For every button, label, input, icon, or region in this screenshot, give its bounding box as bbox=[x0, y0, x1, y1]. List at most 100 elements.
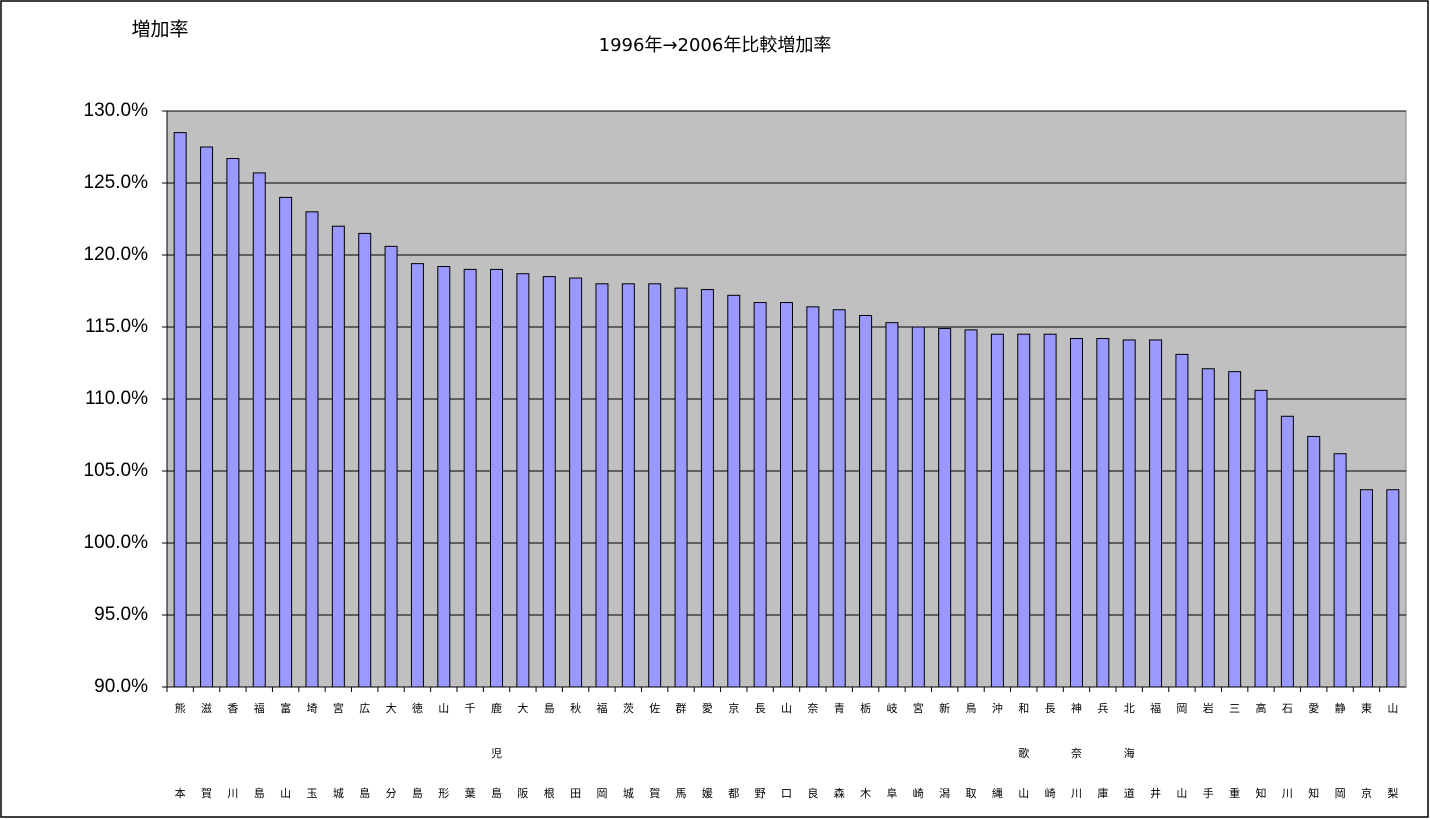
x-tick-label: 徳島 bbox=[412, 702, 423, 800]
bar bbox=[1386, 489, 1400, 688]
bar bbox=[780, 302, 793, 688]
x-tick-label: 岩手 bbox=[1203, 701, 1214, 800]
bar bbox=[832, 309, 846, 688]
x-tick-label: 福島 bbox=[254, 701, 265, 800]
bar bbox=[1280, 415, 1294, 688]
bar bbox=[727, 294, 741, 688]
x-tick-label: 愛媛 bbox=[702, 702, 713, 800]
bar bbox=[358, 232, 372, 688]
bar bbox=[490, 268, 504, 688]
x-tick-label: 兵庫 bbox=[1097, 702, 1108, 800]
bar bbox=[305, 211, 319, 688]
bar bbox=[753, 302, 767, 688]
y-axis-title: 増加率 bbox=[131, 19, 188, 41]
bar bbox=[1069, 338, 1083, 688]
x-tick-label: 大阪 bbox=[517, 701, 528, 800]
bar bbox=[911, 326, 925, 688]
bar bbox=[806, 306, 820, 688]
y-tick-label: 110.0% bbox=[85, 388, 148, 409]
x-tick-label: 山形 bbox=[438, 702, 449, 800]
bar bbox=[1043, 333, 1057, 688]
bar bbox=[648, 283, 662, 688]
bar bbox=[990, 333, 1004, 688]
bar bbox=[226, 158, 240, 688]
bar bbox=[200, 146, 214, 688]
x-tick-label: 鹿児島 bbox=[491, 701, 502, 800]
x-tick-label: 鳥取 bbox=[966, 701, 977, 800]
bar bbox=[595, 283, 609, 688]
bar bbox=[700, 289, 714, 688]
bar bbox=[542, 276, 556, 688]
bar bbox=[437, 266, 451, 688]
x-tick-label: 佐賀 bbox=[649, 701, 660, 800]
bar bbox=[885, 322, 899, 688]
x-tick-label: 山口 bbox=[781, 702, 792, 800]
x-tick-label: 新潟 bbox=[939, 701, 950, 800]
bar bbox=[1254, 389, 1268, 688]
x-tick-label: 茨城 bbox=[623, 701, 634, 800]
x-tick-label: 京都 bbox=[728, 701, 739, 800]
y-tick-label: 100.0% bbox=[84, 532, 149, 553]
x-tick-label: 和歌山 bbox=[1018, 702, 1029, 800]
x-tick-label: 香川 bbox=[227, 702, 238, 800]
y-tick-label: 125.0% bbox=[84, 172, 149, 193]
x-tick-label: 広島 bbox=[359, 702, 370, 800]
x-tick-label: 島根 bbox=[544, 701, 555, 800]
x-tick-label: 長崎 bbox=[1045, 702, 1056, 800]
x-tick-label: 高知 bbox=[1256, 701, 1267, 800]
bar bbox=[1096, 338, 1110, 688]
x-tick-label: 愛知 bbox=[1308, 702, 1319, 800]
x-tick-label: 東京 bbox=[1361, 702, 1372, 800]
bar bbox=[674, 287, 688, 688]
x-tick-label: 群馬 bbox=[676, 701, 687, 800]
x-tick-label: 千葉 bbox=[465, 702, 476, 800]
x-tick-label: 山梨 bbox=[1387, 702, 1398, 800]
bar bbox=[331, 225, 345, 688]
x-tick-label: 大分 bbox=[386, 701, 397, 800]
y-tick-label: 115.0% bbox=[85, 316, 148, 337]
bar bbox=[252, 172, 266, 688]
bar bbox=[1307, 435, 1321, 688]
bar bbox=[1201, 368, 1215, 688]
x-tick-label: 静岡 bbox=[1335, 701, 1346, 800]
bar bbox=[463, 268, 477, 688]
y-tick-label: 95.0% bbox=[94, 604, 148, 625]
x-tick-label: 神奈川 bbox=[1071, 701, 1082, 800]
bar bbox=[1175, 353, 1189, 688]
bar bbox=[410, 263, 424, 688]
x-tick-label: 宮城 bbox=[333, 701, 344, 800]
x-tick-label: 秋田 bbox=[570, 701, 581, 800]
x-tick-label: 埼玉 bbox=[306, 701, 317, 800]
bar bbox=[384, 245, 398, 688]
bar bbox=[1149, 339, 1163, 688]
x-tick-label: 栃木 bbox=[860, 701, 871, 800]
x-tick-label: 宮崎 bbox=[913, 701, 924, 800]
x-tick-label: 三重 bbox=[1229, 702, 1240, 800]
x-tick-label: 奈良 bbox=[807, 701, 818, 800]
x-tick-label: 長野 bbox=[755, 702, 766, 800]
bar bbox=[1359, 489, 1373, 688]
x-tick-label: 岡山 bbox=[1176, 702, 1187, 800]
chart-title: 1996年→2006年比較増加率 bbox=[599, 35, 832, 56]
bar bbox=[964, 329, 978, 688]
bar bbox=[1333, 453, 1347, 688]
bar bbox=[859, 314, 873, 688]
bar bbox=[1228, 371, 1242, 688]
bar bbox=[621, 283, 635, 688]
x-tick-label: 沖縄 bbox=[992, 702, 1003, 800]
y-tick-label: 105.0% bbox=[84, 460, 149, 481]
x-tick-label: 熊本 bbox=[175, 701, 186, 800]
y-tick-label: 130.0% bbox=[84, 100, 149, 121]
y-tick-label: 90.0% bbox=[94, 676, 148, 697]
x-tick-label: 滋賀 bbox=[201, 702, 212, 800]
x-tick-label: 富山 bbox=[280, 701, 291, 800]
bar bbox=[516, 273, 530, 688]
x-tick-label: 北海道 bbox=[1124, 702, 1135, 800]
bar bbox=[1122, 339, 1136, 688]
x-tick-label: 福岡 bbox=[596, 701, 607, 800]
bar bbox=[938, 327, 952, 688]
bar bbox=[173, 132, 187, 688]
x-tick-label: 青森 bbox=[834, 702, 845, 800]
bar bbox=[1017, 333, 1031, 688]
